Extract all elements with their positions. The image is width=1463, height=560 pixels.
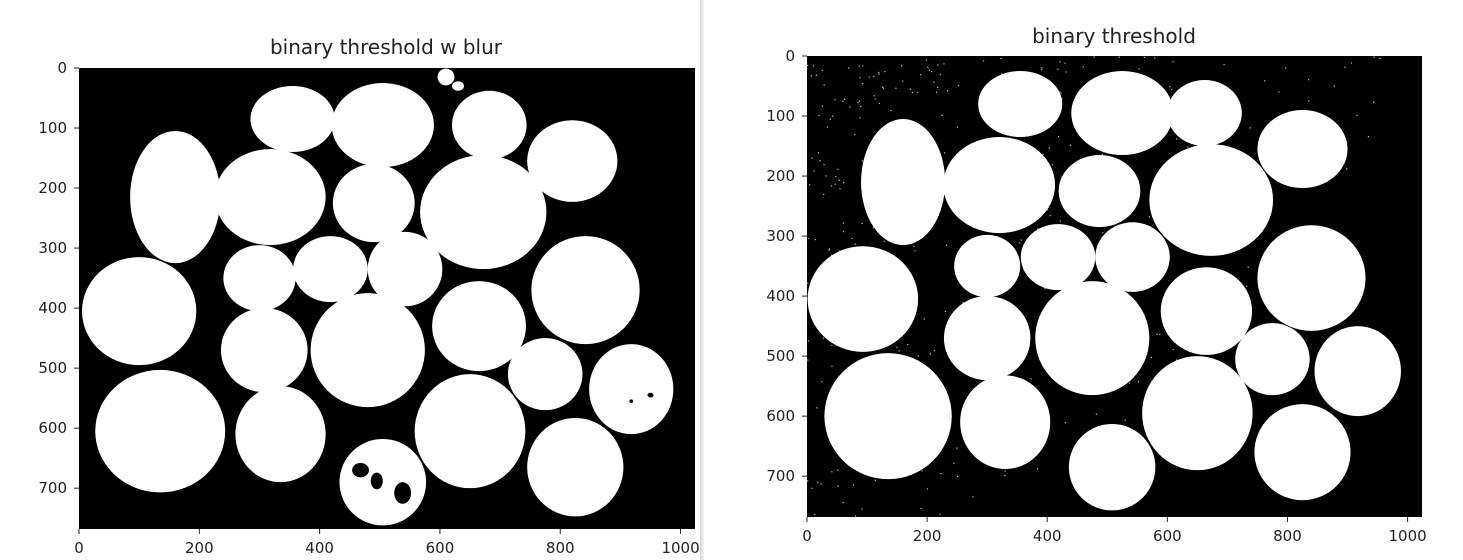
left-coin-blob-9 [293,236,368,303]
left-coin-blob-15 [432,281,526,372]
left-coin-blob-4 [130,131,221,264]
left-coin-blob-1 [331,83,434,168]
right-coin-blob-18 [824,353,952,480]
right-coin-blob-16 [1235,323,1310,396]
right-plot: 0 200 400 600 800 1000 0 100 200 300 400 500 600 700 [766,47,1426,545]
right-ytick-label: 100 [766,107,795,125]
right-xtick-label: 800 [1273,527,1302,545]
left-coin-blob-21 [527,417,624,517]
left-coin-blob-19 [235,386,326,483]
left-hole-1 [370,472,383,490]
left-coin-blob-14 [310,293,425,408]
left-coin-blob-17 [589,344,674,435]
right-coin-blob-10 [1095,222,1170,292]
right-coin-blob-21 [1254,404,1351,501]
right-xtick-label: 0 [802,527,812,545]
left-coin-blob-11 [531,236,640,345]
left-ytick-label: 300 [38,239,67,257]
right-coin-blob-19 [960,375,1051,469]
left-ytick-label: 600 [38,419,67,437]
left-plot: 0 200 400 600 800 1000 0 100 200 300 400 500 600 700 [38,59,699,557]
left-coin-blob-13 [220,308,308,393]
right-plot-title: binary threshold [1032,24,1196,48]
left-ytick-label: 700 [38,479,67,497]
right-coin-blob-11 [1257,225,1366,331]
right-xtick-label: 600 [1153,527,1182,545]
right-coin-blob-15 [1160,267,1253,355]
left-speck-1 [451,81,464,91]
left-plot-title: binary threshold w blur [270,35,503,59]
left-coin-blob-22 [339,438,427,526]
left-xtick-label: 600 [426,539,455,557]
left-xtick-label: 1000 [661,539,699,557]
left-xtick-label: 800 [546,539,575,557]
left-coin-blob-0 [250,86,335,153]
right-ytick-label: 0 [785,47,795,65]
left-ytick-label: 200 [38,179,67,197]
right-xtick-label: 200 [913,527,942,545]
right-coin-blob-14 [1035,281,1150,396]
right-ytick-label: 200 [766,167,795,185]
right-ytick-label: 700 [766,467,795,485]
right-coin-blob-20 [1142,356,1253,471]
left-hole-2 [394,482,412,504]
left-coin-blob-3 [527,120,618,202]
right-coin-blob-4 [861,119,946,246]
right-xtick-label: 400 [1033,527,1062,545]
right-coin-blob-17 [1314,326,1401,417]
left-coin-blob-7 [420,155,547,270]
right-coin-blob-9 [1020,224,1096,291]
panel-divider [700,0,704,560]
right-coin-blob-0 [978,71,1063,138]
right-coin-blob-12 [807,246,919,352]
right-coin-blob-22 [1068,423,1156,511]
left-xtick-label: 200 [185,539,214,557]
right-xtick-label: 1000 [1388,527,1426,545]
left-xtick-label: 0 [74,539,84,557]
left-speck-0 [437,68,455,86]
left-coin-blob-12 [82,257,197,366]
left-coin-blob-6 [332,164,415,243]
left-coin-blob-8 [223,245,296,312]
right-coin-blob-2 [1167,80,1242,147]
right-ytick-label: 500 [766,347,795,365]
right-ytick-label: 600 [766,407,795,425]
right-coin-blob-1 [1071,71,1174,156]
left-ytick-label: 0 [57,59,67,77]
left-ytick-label: 400 [38,299,67,317]
left-hole-4 [629,399,634,403]
right-coin-blob-13 [943,296,1031,381]
right-coin-blob-8 [954,234,1021,298]
left-coin-blob-2 [451,90,527,160]
right-coin-blob-5 [943,137,1056,234]
left-coin-blob-10 [367,231,443,307]
left-coin-blob-16 [507,338,583,411]
left-coin-blob-18 [95,369,226,493]
left-hole-0 [352,462,369,478]
right-coin-blob-3 [1257,110,1348,189]
left-ytick-label: 500 [38,359,67,377]
right-coin-blob-7 [1149,144,1274,256]
left-hole-3 [647,392,654,398]
right-ytick-label: 300 [766,227,795,245]
left-coin-blob-20 [414,374,526,489]
right-ytick-label: 400 [766,287,795,305]
left-xtick-label: 400 [305,539,334,557]
left-coin-blob-5 [214,149,326,246]
left-ytick-label: 100 [38,119,67,137]
right-coin-blob-6 [1058,155,1141,228]
